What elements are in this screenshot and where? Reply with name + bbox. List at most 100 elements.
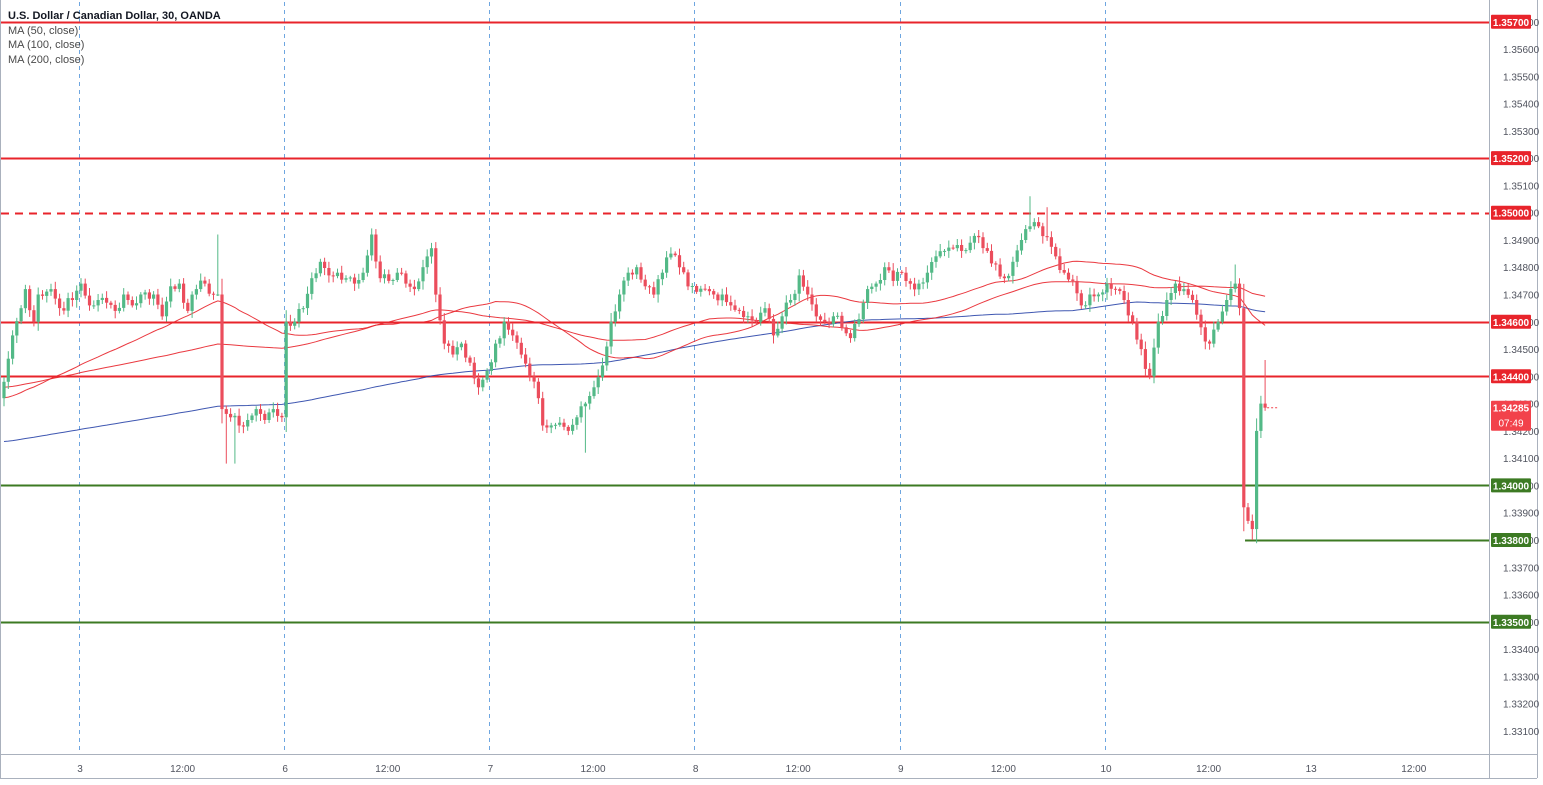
candle-body bbox=[703, 288, 707, 290]
candle-body bbox=[190, 294, 194, 311]
time-tick-label: 12:00 bbox=[580, 764, 605, 775]
candle-body bbox=[532, 376, 536, 382]
candle-body bbox=[1203, 327, 1207, 342]
candle-body bbox=[524, 354, 528, 364]
candle-body bbox=[1122, 291, 1126, 300]
price-tick-label: 1.34200 bbox=[1503, 427, 1540, 438]
candle-body bbox=[182, 283, 186, 303]
candle-body bbox=[1028, 226, 1032, 230]
candle-body bbox=[400, 272, 404, 274]
candle-body bbox=[1019, 240, 1024, 251]
moving-averages bbox=[3, 260, 1266, 442]
candle-body bbox=[126, 294, 130, 300]
candle-body bbox=[502, 321, 506, 339]
candle-body bbox=[506, 321, 511, 330]
candle-body bbox=[23, 289, 27, 309]
price-tick-label: 1.33900 bbox=[1503, 509, 1540, 520]
candle-body bbox=[759, 312, 763, 322]
candle-body bbox=[348, 277, 352, 279]
candle-body bbox=[417, 281, 421, 290]
candle-body bbox=[408, 283, 412, 287]
candle-body bbox=[254, 409, 258, 416]
candle-body bbox=[370, 234, 374, 256]
candle-body bbox=[1066, 272, 1071, 280]
price-tick-label: 1.34900 bbox=[1503, 236, 1540, 247]
candle-body bbox=[750, 316, 754, 321]
candle-body bbox=[1152, 347, 1156, 377]
candle-body bbox=[1182, 289, 1186, 292]
level-price-label: 1.33800 bbox=[1493, 536, 1530, 547]
candle-body bbox=[1233, 283, 1237, 289]
candle-body bbox=[1024, 229, 1028, 240]
candle-body bbox=[53, 289, 57, 299]
candle-body bbox=[541, 398, 545, 426]
level-price-label: 1.35000 bbox=[1493, 209, 1530, 220]
price-tick-label: 1.35300 bbox=[1503, 127, 1540, 138]
candle-body bbox=[92, 305, 96, 307]
candle-body bbox=[301, 308, 305, 310]
candle-body bbox=[1037, 222, 1041, 227]
candle-body bbox=[220, 294, 224, 410]
level-price-label: 1.35700 bbox=[1493, 18, 1530, 29]
candle-body bbox=[733, 305, 737, 310]
candle-body bbox=[32, 310, 36, 322]
candle-body bbox=[1071, 279, 1075, 281]
candle-body bbox=[318, 261, 322, 274]
candle-body bbox=[955, 245, 959, 249]
price-tick-label: 1.35500 bbox=[1503, 72, 1540, 83]
candle-body bbox=[635, 267, 639, 275]
level-price-label-bg bbox=[1491, 369, 1531, 384]
candle-body bbox=[374, 234, 378, 262]
candle-body bbox=[241, 425, 245, 427]
candle-body bbox=[288, 321, 292, 326]
candle-body bbox=[75, 290, 79, 300]
candle-body bbox=[994, 263, 998, 265]
candle-body bbox=[780, 316, 784, 329]
candle-body bbox=[793, 293, 797, 300]
candle-body bbox=[122, 294, 126, 308]
candle-body bbox=[1208, 341, 1212, 344]
candle-body bbox=[558, 422, 562, 425]
candle-body bbox=[1109, 283, 1113, 289]
candle-body bbox=[1169, 293, 1173, 300]
candle-body bbox=[1092, 294, 1096, 297]
candle-body bbox=[173, 286, 177, 289]
price-tick-label: 1.35100 bbox=[1503, 181, 1540, 192]
candle-body bbox=[566, 426, 570, 431]
ma50-line bbox=[3, 260, 1266, 399]
candle-body bbox=[801, 275, 805, 287]
candle-body bbox=[1199, 314, 1203, 328]
candle-body bbox=[378, 261, 382, 279]
candle-body bbox=[626, 272, 630, 281]
candle-body bbox=[62, 308, 66, 311]
candle-body bbox=[977, 235, 981, 238]
candle-body bbox=[784, 302, 788, 317]
candle-body bbox=[310, 278, 314, 294]
price-tick-label: 1.34700 bbox=[1503, 291, 1540, 302]
candle-body bbox=[536, 381, 540, 399]
candle-body bbox=[707, 289, 711, 292]
candle-body bbox=[660, 272, 664, 280]
candle-body bbox=[677, 255, 682, 268]
candle-body bbox=[823, 319, 827, 322]
candle-body bbox=[468, 357, 472, 363]
candle-body bbox=[989, 250, 994, 264]
candle-body bbox=[878, 280, 882, 284]
candle-body bbox=[1220, 311, 1224, 322]
candle-body bbox=[314, 273, 318, 279]
candle-body bbox=[143, 292, 147, 295]
candle-body bbox=[1255, 430, 1259, 530]
level-price-label-bg bbox=[1491, 533, 1531, 547]
price-tick-label: 1.34100 bbox=[1503, 454, 1540, 465]
candle-body bbox=[742, 310, 746, 318]
candle-body bbox=[1126, 300, 1130, 316]
time-tick-label: 12:00 bbox=[375, 764, 400, 775]
candle-body bbox=[887, 267, 891, 271]
level-price-label: 1.34400 bbox=[1493, 372, 1530, 383]
candle-body bbox=[1084, 305, 1088, 307]
candle-body bbox=[583, 403, 587, 407]
candle-body bbox=[156, 294, 160, 305]
price-tick-label: 1.33100 bbox=[1503, 727, 1540, 738]
candle-body bbox=[746, 316, 750, 318]
